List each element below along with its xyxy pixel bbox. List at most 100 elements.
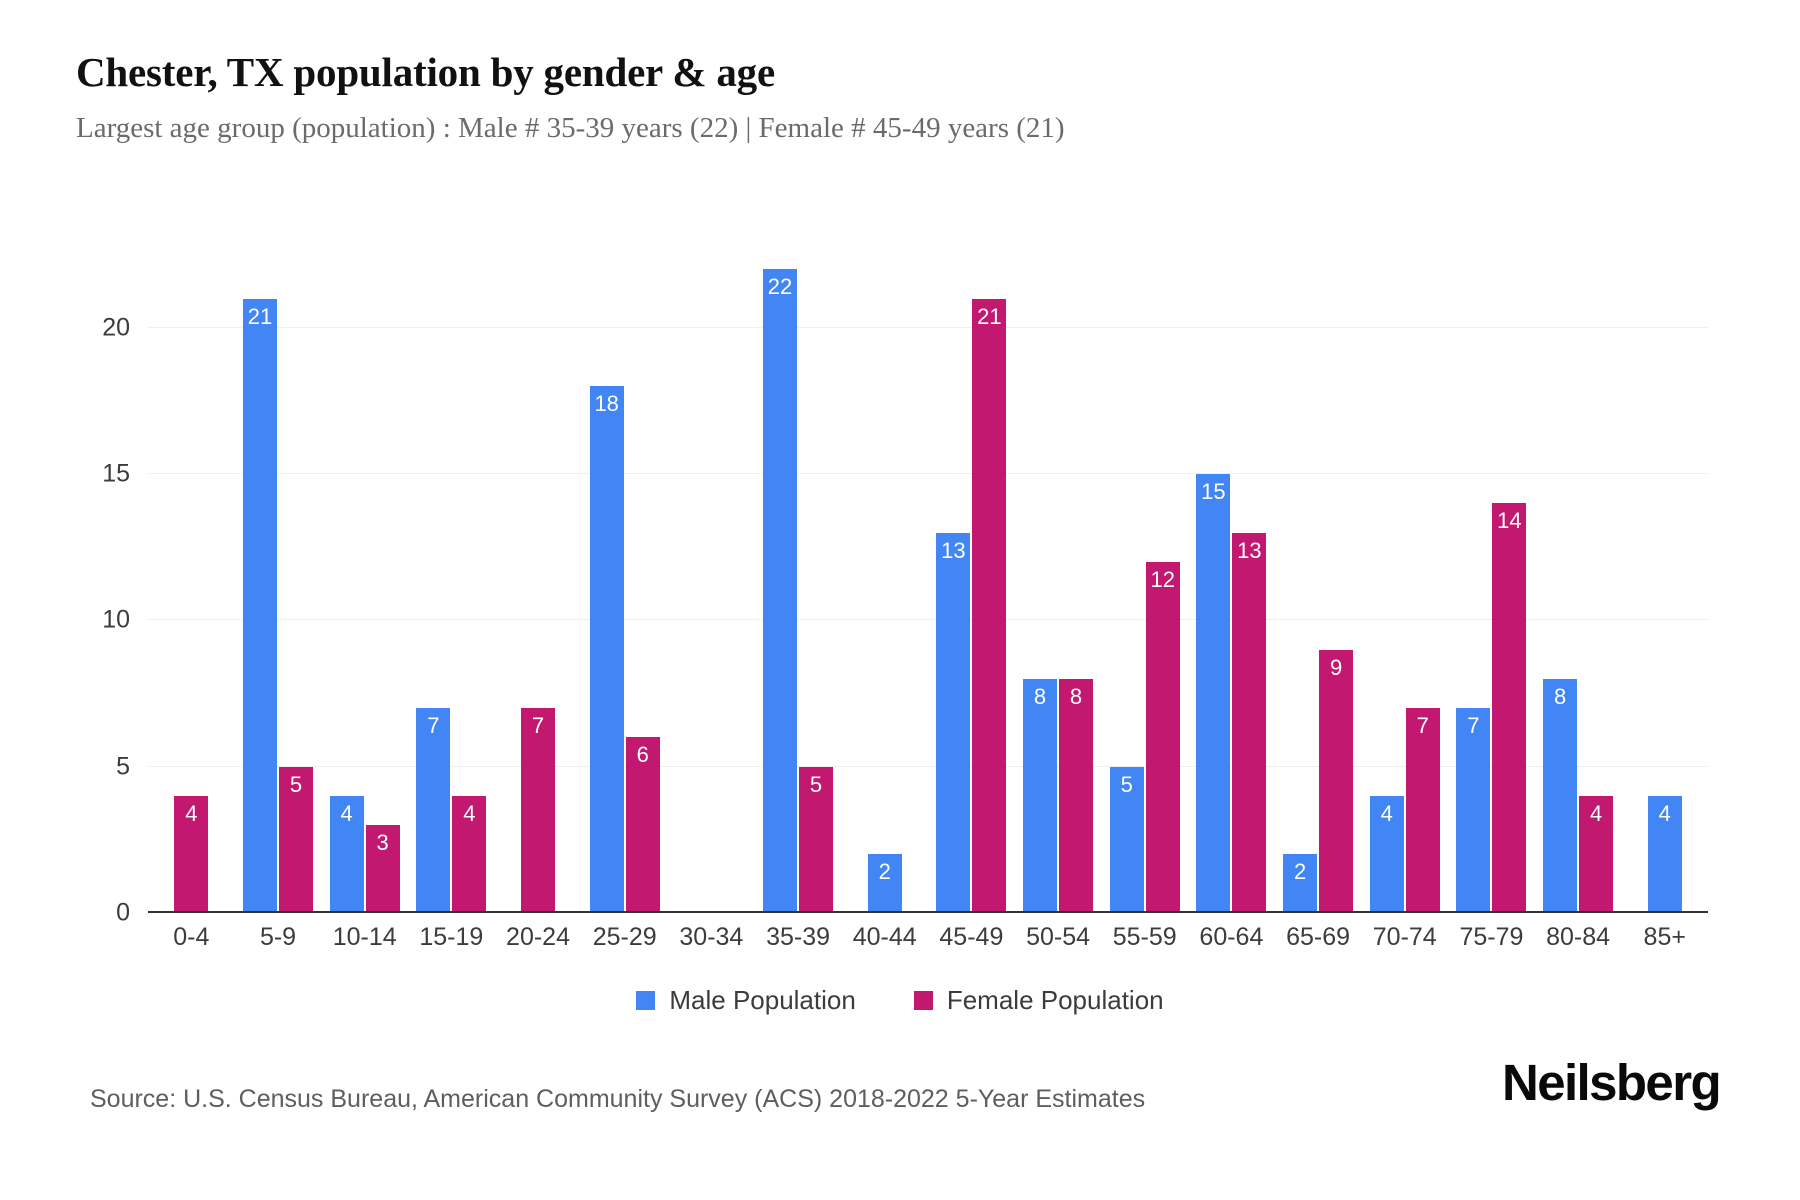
x-axis-tick-label: 10-14 — [332, 923, 397, 951]
bar-group: 7 14 — [1448, 240, 1535, 913]
bar-value-label: 8 — [1069, 683, 1083, 709]
x-axis-line — [148, 911, 1708, 913]
bar-value-label: 3 — [376, 830, 389, 856]
bar-female[interactable]: 9 — [1319, 649, 1354, 913]
x-axis-tick-label: 85+ — [1643, 923, 1686, 951]
bar-value-label: 14 — [1497, 508, 1522, 534]
bar-male[interactable]: 2 — [867, 854, 902, 913]
bar-male[interactable]: 15 — [1196, 474, 1231, 913]
bar-groups: 4 21 5 4 3 7 4 7 18 6 22 5 2 13 21 8 8 5 12 15 13 2 9 4 7 7 14 8 4 4 — [148, 240, 1708, 913]
bar-value-label: 15 — [1201, 479, 1226, 505]
bar-male[interactable]: 13 — [936, 532, 971, 913]
bar-group: 18 6 — [581, 240, 668, 913]
x-axis-tick-label: 20-24 — [506, 923, 570, 951]
bar-value-label: 21 — [247, 303, 273, 329]
bar-value-label: 13 — [1237, 537, 1262, 563]
bar-value-label: 6 — [636, 742, 649, 768]
gridline — [148, 765, 1708, 767]
bar-female[interactable]: 5 — [279, 766, 313, 913]
bar-male[interactable]: 8 — [1023, 678, 1058, 913]
bar-male[interactable]: 7 — [1456, 708, 1491, 913]
bar-value-label: 4 — [1589, 800, 1603, 826]
bar-value-label: 8 — [1553, 683, 1567, 709]
bar-group: 4 — [148, 240, 235, 913]
bar-female[interactable]: 7 — [1405, 708, 1440, 913]
gridline — [148, 619, 1708, 621]
gridline — [148, 326, 1708, 328]
chart-subtitle: Largest age group (population) : Male # … — [76, 112, 1065, 145]
bar-male[interactable]: 22 — [763, 269, 798, 913]
x-axis-tick-label: 60-64 — [1199, 923, 1264, 951]
x-axis-tick-label: 65-69 — [1286, 923, 1351, 951]
bar-group: 21 5 — [235, 240, 322, 913]
bar-value-label: 4 — [340, 800, 353, 826]
bar-male[interactable]: 4 — [329, 795, 364, 913]
gridline — [148, 473, 1708, 475]
bar-female[interactable]: 12 — [1145, 561, 1180, 913]
bar-value-label: 13 — [941, 537, 966, 563]
source-note: Source: U.S. Census Bureau, American Com… — [90, 1085, 1146, 1113]
bar-female[interactable]: 3 — [365, 825, 400, 913]
bar-value-label: 5 — [1120, 771, 1133, 797]
bar-female[interactable]: 4 — [1579, 795, 1614, 913]
x-axis-tick-label: 45-49 — [939, 923, 1004, 951]
x-axis-tick-label: 15-19 — [419, 923, 484, 951]
bar-value-label: 7 — [531, 713, 545, 739]
y-axis-tick-label: 5 — [116, 752, 130, 781]
bar-male[interactable]: 5 — [1109, 766, 1144, 913]
bar-value-label: 4 — [1658, 800, 1671, 826]
x-axis-labels: 0-4 5-9 10-14 15-19 20-24 25-29 30-34 35-39 40-4… — [148, 923, 1708, 952]
bar-value-label: 18 — [594, 391, 619, 417]
bar-female[interactable]: 5 — [799, 766, 834, 913]
bar-group: 2 — [841, 240, 928, 913]
bar-value-label: 9 — [1329, 654, 1343, 680]
chart-footer: Source: U.S. Census Bureau, American Com… — [0, 1054, 1800, 1145]
bar-female[interactable]: 6 — [625, 737, 660, 913]
bar-male[interactable]: 7 — [416, 708, 451, 913]
y-axis-tick-label: 10 — [102, 605, 130, 634]
bar-male[interactable]: 18 — [589, 386, 624, 913]
bar-male[interactable]: 4 — [1647, 795, 1682, 913]
bar-value-label: 12 — [1150, 566, 1175, 592]
bar-group: 15 13 — [1188, 240, 1275, 913]
bar-female[interactable]: 4 — [174, 795, 209, 913]
bar-group: 22 5 — [755, 240, 842, 913]
bar-group — [668, 240, 755, 913]
bar-female[interactable]: 7 — [521, 708, 556, 913]
bar-group: 4 — [1621, 240, 1708, 913]
bar-female[interactable]: 21 — [972, 298, 1007, 913]
legend-item-male[interactable]: Male Population — [636, 985, 856, 1016]
x-axis-tick-label: 35-39 — [766, 923, 831, 951]
x-axis-tick-label: 40-44 — [852, 923, 917, 951]
bar-female[interactable]: 13 — [1232, 532, 1267, 913]
bar-female[interactable]: 8 — [1059, 678, 1094, 913]
bar-female[interactable]: 4 — [452, 795, 487, 913]
bar-female[interactable]: 14 — [1492, 503, 1527, 913]
y-axis-tick-label: 0 — [116, 898, 130, 927]
chart-header: Chester, TX population by gender & age L… — [76, 48, 1726, 147]
page-title: Chester, TX population by gender & age — [76, 49, 775, 95]
x-axis-tick-label: 0-4 — [173, 923, 210, 951]
bar-value-label: 22 — [767, 274, 793, 300]
x-axis-tick-label: 70-74 — [1372, 923, 1437, 951]
plot-area: 0 5 10 15 20 4 21 5 4 3 7 4 7 18 6 22 5 2 13 21 8 8 5 12 15 13 2 9… — [0, 210, 1800, 951]
bar-value-label: 4 — [1380, 800, 1393, 826]
legend-item-female[interactable]: Female Population — [913, 985, 1164, 1016]
male-color-swatch-icon — [636, 991, 656, 1010]
x-axis-tick-label: 25-29 — [592, 923, 657, 951]
bar-male[interactable]: 4 — [1369, 795, 1404, 913]
legend-label-female: Female Population — [946, 985, 1164, 1015]
bar-value-label: 21 — [977, 303, 1002, 329]
bar-male[interactable]: 8 — [1543, 678, 1578, 913]
female-color-swatch-icon — [913, 991, 933, 1010]
bar-group: 5 12 — [1101, 240, 1188, 913]
chart-legend: Male Population Female Population — [0, 985, 1800, 1016]
bar-group: 13 21 — [928, 240, 1015, 913]
bar-male[interactable]: 2 — [1283, 854, 1318, 913]
bar-male[interactable]: 21 — [243, 298, 277, 913]
